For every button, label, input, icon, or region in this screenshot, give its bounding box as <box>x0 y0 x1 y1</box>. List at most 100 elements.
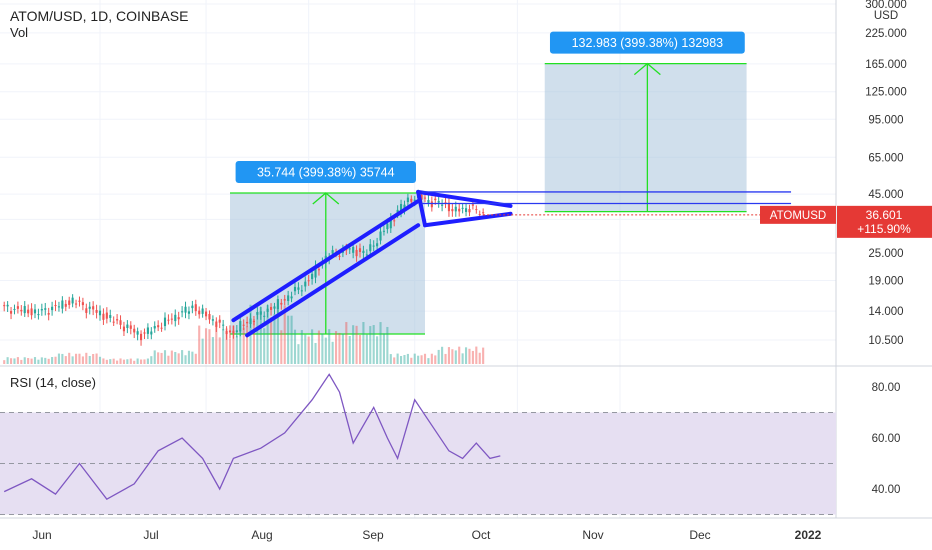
candle-body <box>191 305 194 309</box>
volume-bar <box>246 326 249 364</box>
rsi-tick-label: 40.00 <box>872 484 901 496</box>
volume-bar <box>399 356 403 364</box>
volume-bar <box>47 358 50 364</box>
candle-body <box>447 202 451 212</box>
candle-body <box>126 324 129 328</box>
candle-body <box>136 331 139 335</box>
candle-body <box>33 309 37 314</box>
candle-body <box>232 330 235 334</box>
volume-bar <box>9 358 13 364</box>
candle-body <box>181 311 184 313</box>
candle-body <box>160 327 163 329</box>
pennant-lower-line <box>423 211 513 228</box>
volume-bar <box>3 360 6 364</box>
volume-bar <box>139 359 143 364</box>
volume-bar <box>417 355 420 364</box>
volume-bar <box>153 350 156 364</box>
volume-bar <box>92 354 95 364</box>
volume-bar <box>266 305 269 364</box>
candle-body <box>314 265 317 278</box>
volume-bar <box>386 326 389 364</box>
volume-bar <box>181 350 184 364</box>
candle-body <box>228 330 232 333</box>
volume-bar <box>341 333 344 364</box>
candle-body <box>293 286 297 292</box>
volume-bar <box>300 330 303 364</box>
volume-bar <box>427 358 430 364</box>
volume-bar <box>352 325 355 364</box>
volume-bar <box>33 357 37 364</box>
candle-body <box>246 321 249 324</box>
volume-bar <box>379 322 382 364</box>
volume-bar <box>68 352 71 364</box>
volume-bar <box>338 332 341 364</box>
candle-body <box>311 273 314 280</box>
candle-body <box>177 317 180 320</box>
volume-label: Vol <box>10 25 28 40</box>
volume-bar <box>85 352 88 364</box>
symbol-title: ATOM/USD, 1D, COINBASE <box>10 8 188 24</box>
volume-bar <box>389 354 392 364</box>
candle-body <box>187 311 191 314</box>
channel-upper-line <box>231 199 421 323</box>
candle-body <box>222 324 225 326</box>
candle-body <box>47 313 50 315</box>
candle-body <box>51 306 54 311</box>
volume-bar <box>410 357 413 364</box>
rsi-indicator[interactable] <box>3 373 501 501</box>
candle-body <box>362 250 365 254</box>
candle-body <box>225 331 228 335</box>
candle-body <box>40 309 43 311</box>
price-tick-label: 25.000 <box>868 248 903 260</box>
candle-body <box>348 248 351 250</box>
candle-body <box>406 197 409 203</box>
volume-bar <box>228 338 232 364</box>
candle-body <box>276 299 279 310</box>
candle-body <box>338 255 341 257</box>
volume-bar <box>16 357 19 364</box>
volume-bar <box>259 307 262 364</box>
volume-bar <box>37 359 40 364</box>
price-tick-label: 14.000 <box>868 306 903 318</box>
volume-bar <box>345 322 348 364</box>
candle-body <box>157 325 160 328</box>
candle-body <box>300 290 303 292</box>
time-tick-label: Oct <box>472 528 491 542</box>
trendlines[interactable] <box>231 189 792 338</box>
candle-body <box>204 311 208 317</box>
volume-bar <box>198 325 201 364</box>
candle-body <box>71 297 74 304</box>
candle-body <box>235 330 238 333</box>
volume-bar <box>177 353 180 364</box>
rsi-tick-label: 60.00 <box>872 433 901 445</box>
volume-bar <box>61 353 64 364</box>
volume-bar <box>461 353 464 364</box>
price-tick-label: 165.000 <box>865 59 907 71</box>
volume-bar <box>362 322 365 364</box>
volume-bar <box>54 356 57 364</box>
volume-bar <box>475 346 478 364</box>
candle-body <box>81 302 84 306</box>
rsi-title: RSI (14, close) <box>10 375 96 390</box>
volume-bar <box>30 358 33 364</box>
candle-body <box>427 200 430 203</box>
candle-body <box>434 198 437 201</box>
volume-bar <box>119 358 122 364</box>
volume-bar <box>348 335 351 364</box>
volume-bar <box>420 355 423 364</box>
volume-bar <box>57 353 61 364</box>
candle-body <box>256 311 259 315</box>
last-price-change: +115.90% <box>857 222 911 236</box>
candle-body <box>379 231 382 241</box>
time-tick-label: Jul <box>143 528 158 542</box>
price-tick-label: 300.000 <box>865 0 907 11</box>
candle-body <box>413 199 416 201</box>
candle-body <box>13 308 16 310</box>
candle-body <box>290 296 293 299</box>
volume-bar <box>218 337 221 364</box>
volume-bar <box>358 334 362 364</box>
candle-body <box>68 300 71 305</box>
volume-bar <box>396 353 399 364</box>
candle-body <box>95 309 98 313</box>
